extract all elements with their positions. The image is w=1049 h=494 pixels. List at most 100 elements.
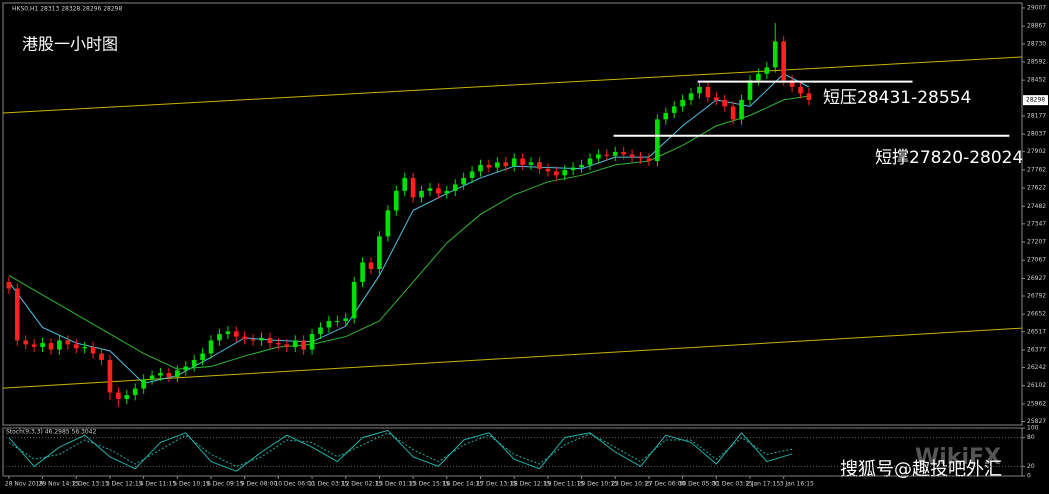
x-tick-label: 23 Dec 10:15 [611, 481, 652, 488]
price-box [1023, 95, 1048, 106]
candle-body [570, 167, 576, 171]
candle-body [520, 158, 525, 165]
candle-body [208, 340, 214, 354]
candle-body [503, 162, 509, 167]
stoch-title: Stoch(9,3,3) 46.2985 56.3042 [6, 429, 97, 436]
y-tick-label: 20 [1027, 463, 1035, 470]
candle-body [671, 106, 677, 113]
x-tick-label: 27 Dec 06:00 [645, 481, 686, 488]
y-tick-label: 27207 [1027, 239, 1046, 246]
candle-body [511, 158, 517, 167]
candle-body [545, 168, 551, 172]
stoch-pane [2, 427, 1023, 477]
candle-body [747, 80, 753, 100]
candle-body [351, 281, 357, 319]
y-tick-label: 26517 [1027, 328, 1046, 335]
x-tick-label: 13 Dec 15:15 [409, 481, 450, 488]
y-tick-label: 26102 [1027, 382, 1046, 389]
candle-body [233, 331, 239, 337]
candle-body [562, 170, 568, 176]
candle-body [705, 86, 711, 98]
x-tick-label: 29 Nov 14:15 [39, 481, 80, 488]
candle-body [82, 346, 88, 349]
level-label: 短撑27820-28024 [875, 148, 1023, 168]
candle-body [806, 93, 812, 101]
candle-body [638, 157, 643, 159]
x-tick-label: 19 Dec 11:15 [544, 481, 585, 488]
candle-body [402, 177, 408, 191]
candle-body [798, 86, 803, 94]
candle-body [663, 112, 669, 120]
candle-body [478, 164, 483, 172]
candle-body [57, 340, 62, 350]
candle-body [722, 99, 728, 107]
candle-body [621, 151, 626, 155]
candle-body [697, 86, 702, 94]
y-tick-label: 27482 [1027, 203, 1046, 210]
candle-body [419, 190, 424, 198]
candle-body [200, 353, 205, 360]
x-tick-label: 30 Dec 05:00 [679, 481, 720, 488]
candle-body [292, 340, 298, 347]
chart-title: 港股一小时图 [22, 35, 118, 54]
y-tick-label: 28037 [1027, 131, 1046, 138]
line [8, 95, 810, 370]
candle-body [15, 288, 20, 341]
candle-body [309, 333, 315, 350]
candle-body [688, 93, 694, 100]
x-tick-label: 18 Dec 12:15 [510, 481, 551, 488]
line [8, 429, 793, 472]
candle-body [335, 320, 340, 322]
candle-body [368, 262, 374, 269]
x-tick-label: 11 Dec 03:15 [308, 481, 349, 488]
y-tick-label: 25827 [1027, 418, 1046, 425]
level-label: 短压28431-28554 [823, 88, 971, 108]
header: HKS0,H1 28313 28328 28296 28298 [12, 6, 122, 13]
candle-body [789, 80, 795, 87]
y-tick-label: 27067 [1027, 257, 1046, 264]
x-tick-label: 10 Dec 06:00 [274, 481, 315, 488]
candle-body [436, 188, 441, 194]
line [2, 327, 1023, 389]
candle-body [73, 344, 79, 349]
main-pane [2, 2, 1023, 426]
candle-body [99, 353, 104, 360]
candle-body [326, 320, 332, 328]
candle-body [393, 190, 399, 211]
candle-body [116, 392, 121, 399]
candle-body [158, 372, 163, 376]
candle-body [612, 151, 618, 156]
candle-body [537, 162, 542, 169]
watermark-source: 搜狐号@趣投吧外汇 [840, 459, 1002, 480]
candle-body [141, 379, 146, 389]
candle-body [23, 340, 29, 345]
candle-body [377, 236, 382, 269]
x-tick-label: 4 Dec 11:15 [140, 481, 177, 488]
candle-body [410, 177, 416, 198]
y-tick-label: 28452 [1027, 77, 1046, 84]
candle-body [31, 344, 37, 347]
y-tick-label: 27347 [1027, 220, 1046, 227]
candle-body [730, 106, 736, 120]
candle-body [469, 171, 475, 178]
y-tick-label: 28730 [1027, 40, 1046, 47]
candle-body [629, 154, 635, 158]
candle-body [587, 158, 593, 165]
candle-body [225, 331, 231, 334]
candle-body [772, 41, 778, 68]
candle-body [284, 344, 290, 347]
candle-body [343, 318, 349, 321]
candle-body [132, 388, 138, 396]
y-tick-label: 28592 [1027, 58, 1046, 65]
x-tick-label: 13 Dec 01:15 [375, 481, 416, 488]
y-tick-label: 27902 [1027, 148, 1046, 155]
y-tick-label: 28867 [1027, 23, 1046, 30]
candle-body [175, 370, 180, 377]
candle-body [452, 184, 458, 191]
candle-body [267, 337, 273, 344]
candle-body [528, 162, 534, 165]
price-label: 28298 [1026, 97, 1045, 104]
candle-body [48, 343, 54, 350]
candle-body [242, 336, 248, 340]
